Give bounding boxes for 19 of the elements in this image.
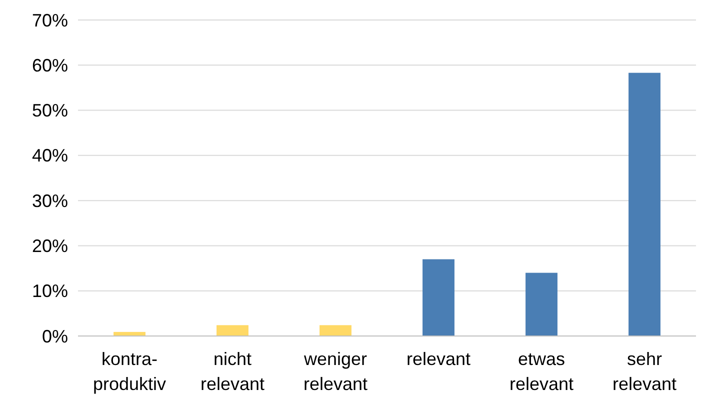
bar [628, 72, 660, 336]
bar [526, 272, 558, 336]
x-tick-label: etwas relevant [509, 349, 574, 394]
y-tick-label: 60% [32, 55, 68, 76]
y-tick-label: 30% [32, 190, 68, 211]
x-tick-label: relevant [406, 349, 471, 369]
y-tick-label: 0% [42, 326, 68, 346]
x-tick-label: sehr relevant [612, 349, 677, 394]
y-tick-label: 40% [32, 146, 68, 166]
y-tick-label: 70% [32, 10, 68, 30]
y-tick-label: 50% [32, 100, 68, 121]
y-tick-label: 20% [32, 236, 68, 256]
x-tick-label: nicht relevant [200, 349, 265, 394]
x-tick-label: kontra- produktiv [92, 349, 166, 394]
bar [320, 325, 352, 336]
bar [422, 259, 454, 336]
bar [216, 325, 248, 336]
y-tick-label: 10% [32, 281, 68, 302]
x-tick-label: weniger relevant [302, 349, 368, 394]
